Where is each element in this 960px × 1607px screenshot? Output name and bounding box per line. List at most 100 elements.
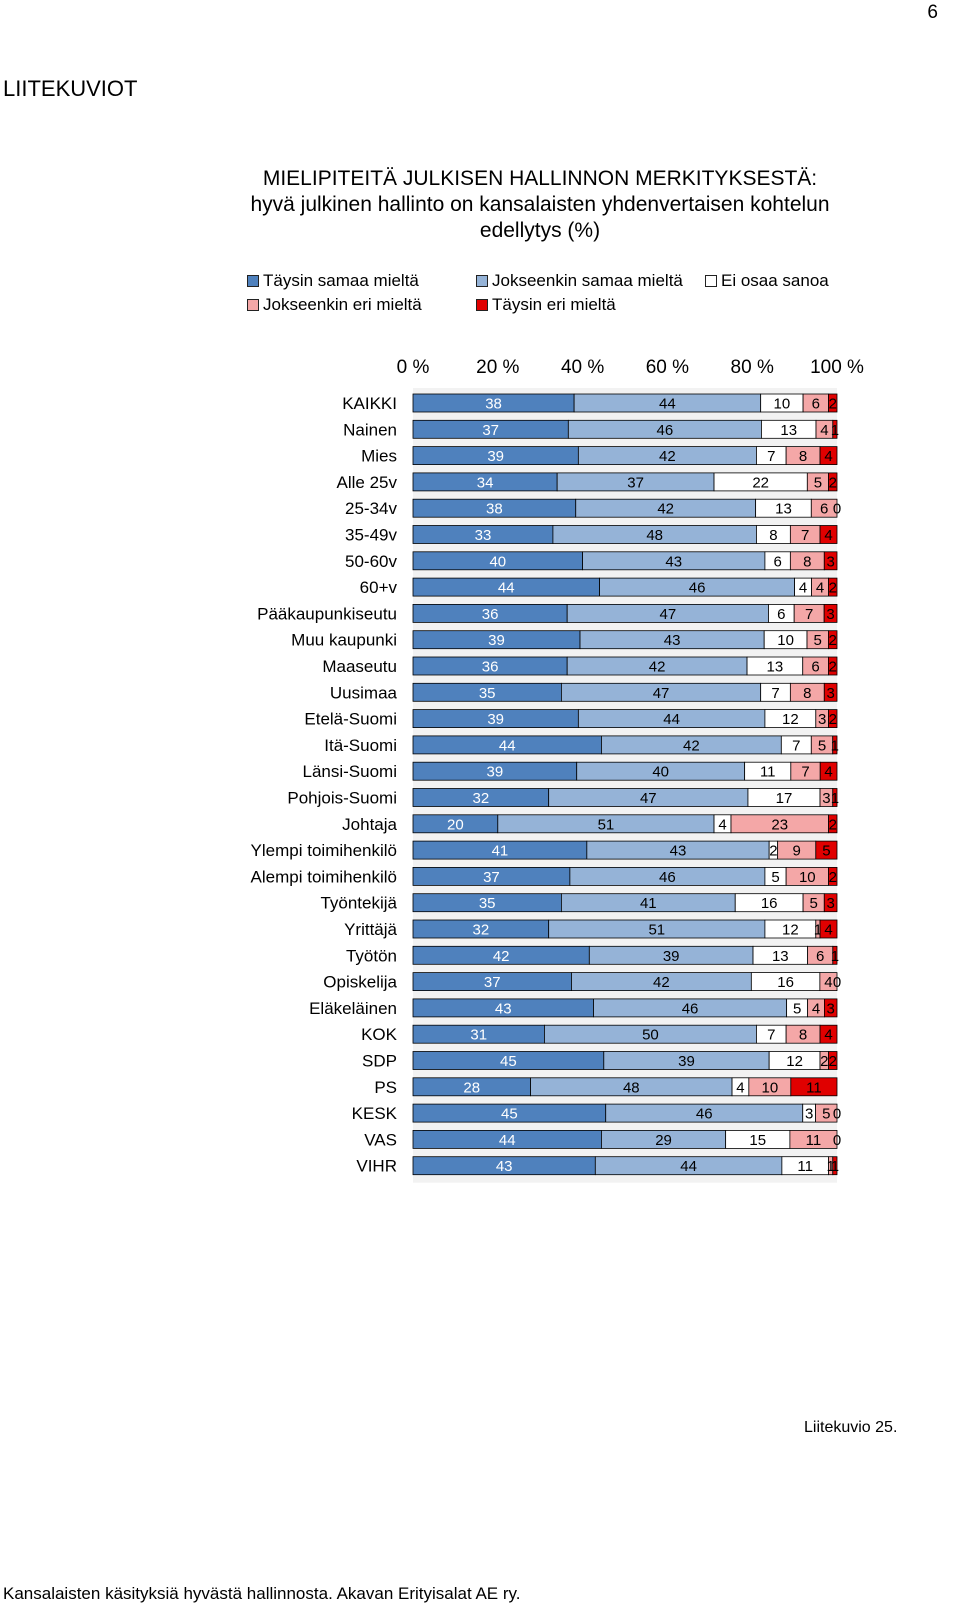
category-label: Länsi-Suomi — [303, 762, 398, 781]
bar-value-label: 44 — [499, 737, 516, 754]
bar-value-label: 51 — [598, 816, 615, 833]
x-tick-label: 0 % — [397, 357, 430, 378]
bar-value-label: 13 — [767, 659, 784, 676]
legend-label: Ei osaa sanoa — [721, 271, 829, 290]
bar-value-label: 48 — [646, 527, 663, 544]
bar-segment — [823, 551, 838, 571]
bar-value-label: 42 — [649, 659, 666, 676]
bar-value-label: 6 — [777, 606, 785, 623]
bar-value-label: 8 — [803, 553, 811, 570]
bar-value-label: 8 — [799, 448, 807, 465]
category-label: Itä-Suomi — [324, 736, 397, 755]
bar-value-label: 10 — [774, 396, 791, 413]
bar-value-label: 46 — [659, 869, 676, 886]
bar-value-label: 15 — [749, 1132, 766, 1149]
bar-segment — [828, 656, 838, 676]
bar-value-label: 35 — [479, 895, 496, 912]
category-label: Työntekijä — [320, 894, 397, 913]
bar-value-label: 31 — [470, 1027, 487, 1044]
bar-segment — [819, 446, 838, 466]
bar-value-label: 1 — [831, 948, 839, 965]
bar-value-label: 8 — [803, 685, 811, 702]
bar-value-label: 42 — [659, 448, 676, 465]
bar-value-label: 39 — [678, 1053, 695, 1070]
bar-value-label: 10 — [761, 1079, 778, 1096]
bar-value-label: 46 — [689, 580, 706, 597]
chart-title: MIELIPITEITÄ JULKISEN HALLINNON MERKITYK… — [210, 166, 870, 244]
bar-value-label: 13 — [775, 501, 792, 518]
bar-value-label: 1 — [831, 422, 839, 439]
bar-value-label: 7 — [792, 737, 800, 754]
bar-value-label: 37 — [627, 474, 644, 491]
bar-value-label: 2 — [820, 1053, 828, 1070]
bar-value-label: 5 — [814, 632, 822, 649]
legend-item-ei-osaa-sanoa: Ei osaa sanoa — [705, 271, 829, 291]
bar-value-label: 4 — [736, 1079, 744, 1096]
bar-value-label: 3 — [826, 685, 834, 702]
bar-value-label: 38 — [485, 396, 502, 413]
category-label: Ylempi toimihenkilö — [251, 841, 397, 860]
bar-value-label: 3 — [827, 1000, 835, 1017]
bar-value-label: 41 — [492, 843, 509, 860]
bar-value-label: 13 — [780, 422, 797, 439]
bar-segment — [828, 814, 838, 834]
x-tick-label: 40 % — [561, 357, 604, 378]
bar-value-label: 6 — [816, 948, 824, 965]
category-label: VIHR — [356, 1157, 397, 1176]
bar-value-label: 39 — [487, 764, 504, 781]
legend-item-taysin-samaa: Täysin samaa mieltä — [247, 271, 419, 291]
bar-value-label: 4 — [718, 816, 726, 833]
category-label: Muu kaupunki — [291, 631, 397, 650]
bar-value-label: 16 — [761, 895, 778, 912]
bar-value-label: 7 — [805, 606, 813, 623]
category-label: Mies — [361, 447, 397, 466]
bar-value-label: 4 — [816, 580, 824, 597]
bar-value-label: 43 — [496, 1158, 513, 1175]
x-tick-label: 100 % — [810, 357, 864, 378]
bar-segment — [832, 1156, 838, 1176]
bar-value-label: 42 — [493, 948, 510, 965]
bar-value-label: 44 — [680, 1158, 697, 1175]
bar-value-label: 6 — [820, 501, 828, 518]
bar-value-label: 3 — [805, 1106, 813, 1123]
bar-value-label: 37 — [483, 869, 500, 886]
bar-value-label: 46 — [682, 1000, 699, 1017]
bar-value-label: 5 — [771, 869, 779, 886]
bar-value-label: 0 — [833, 501, 841, 518]
bar-value-label: 5 — [818, 737, 826, 754]
bar-value-label: 6 — [773, 553, 781, 570]
category-label: 50-60v — [345, 552, 397, 571]
legend-swatch — [705, 275, 717, 287]
bar-value-label: 5 — [822, 843, 830, 860]
category-label: Maaseutu — [322, 657, 397, 676]
bar-value-label: 5 — [814, 474, 822, 491]
bar-segment — [815, 1103, 838, 1123]
bar-value-label: 12 — [782, 711, 799, 728]
bar-value-label: 4 — [824, 764, 832, 781]
legend-label: Täysin eri mieltä — [492, 295, 616, 314]
bar-value-label: 13 — [772, 948, 789, 965]
bar-segment — [828, 709, 838, 728]
bar-value-label: 40 — [489, 553, 506, 570]
bar-segment — [828, 1051, 838, 1070]
bar-segment — [789, 1130, 838, 1149]
bar-value-label: 1 — [831, 737, 839, 754]
bar-value-label: 1 — [814, 922, 822, 939]
bar-value-label: 7 — [801, 527, 809, 544]
bar-segment — [819, 525, 838, 544]
x-tick-label: 20 % — [476, 357, 519, 378]
legend-swatch — [247, 299, 259, 311]
bar-value-label: 51 — [648, 922, 665, 939]
plot-area — [413, 388, 837, 1183]
bar-value-label: 5 — [822, 1106, 830, 1123]
bar-value-label: 37 — [482, 422, 499, 439]
category-label: Työtön — [346, 946, 397, 965]
bar-value-label: 22 — [752, 474, 769, 491]
bar-value-label: 47 — [659, 606, 676, 623]
bar-value-label: 32 — [472, 922, 489, 939]
bar-segment — [815, 840, 838, 860]
category-label: Johtaja — [342, 815, 397, 834]
bar-value-label: 39 — [487, 711, 504, 728]
bar-value-label: 47 — [640, 790, 657, 807]
bar-value-label: 11 — [806, 1079, 822, 1096]
